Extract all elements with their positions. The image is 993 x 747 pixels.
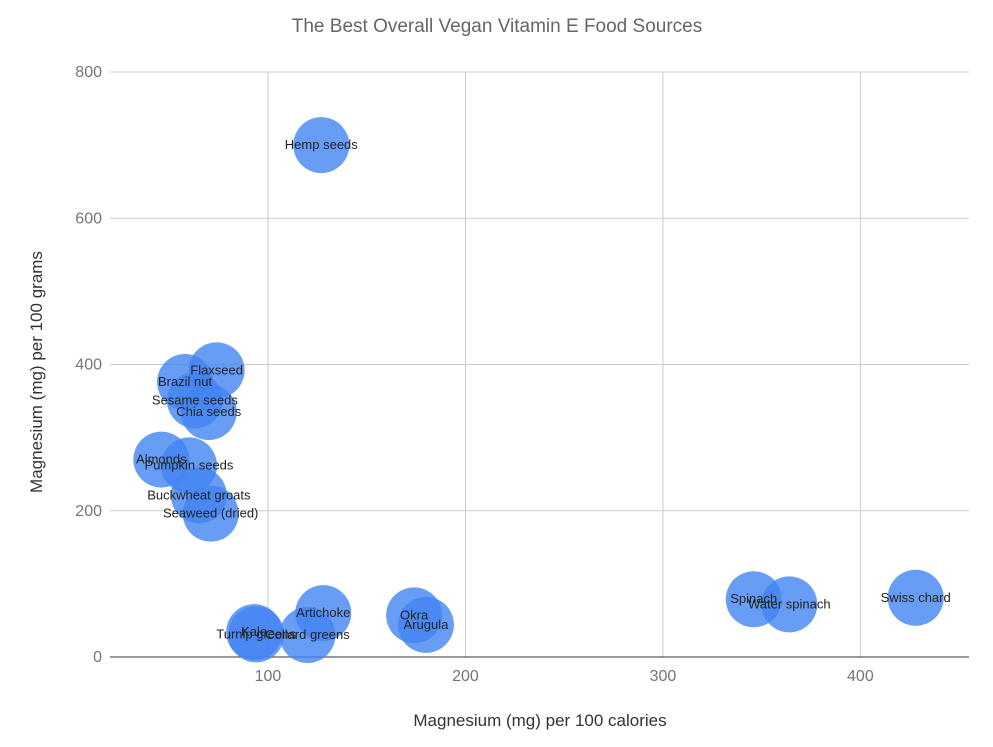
bubble-label: Kale: [241, 624, 267, 639]
bubble-point[interactable]: [279, 607, 336, 664]
bubble-point[interactable]: [761, 576, 818, 633]
bubble-label: Seaweed (dried): [163, 506, 258, 521]
bubble-label: Swiss chard: [881, 590, 951, 605]
x-tick-label: 100: [255, 668, 282, 685]
y-tick-label: 800: [75, 64, 102, 81]
y-tick-label: 200: [75, 503, 102, 520]
bubble-label: Turnip greens: [216, 626, 296, 641]
bubble-label: Flaxseed: [190, 362, 243, 377]
bubble-label: Brazil nut: [158, 374, 213, 389]
y-axis-ticks: 0 200 400 600 800: [75, 64, 102, 666]
bubble-point[interactable]: [182, 485, 239, 542]
x-tick-label: 200: [452, 668, 479, 685]
bubble-label: Almonds: [136, 452, 187, 467]
bubble-label: Sesame seeds: [152, 392, 238, 407]
bubble-label: Artichoke: [296, 605, 350, 620]
bubble-label: Hemp seeds: [285, 137, 358, 152]
bubble-label: Pumpkin seeds: [145, 457, 234, 472]
x-axis-ticks: 100 200 300 400: [255, 668, 874, 685]
bubble-label: Arugula: [404, 617, 450, 632]
x-tick-label: 400: [847, 668, 874, 685]
chart-title: The Best Overall Vegan Vitamin E Food So…: [292, 16, 702, 37]
bubble-label: Spinach: [730, 591, 777, 606]
y-tick-label: 600: [75, 210, 102, 227]
bubble-label: Okra: [400, 607, 429, 622]
y-tick-label: 0: [93, 649, 102, 666]
x-tick-label: 300: [650, 668, 677, 685]
bubble-point[interactable]: [228, 606, 285, 663]
x-axis-label: Magnesium (mg) per 100 calories: [413, 711, 666, 730]
bubble-label: Collard greens: [265, 627, 350, 642]
y-axis-label: Magnesium (mg) per 100 grams: [27, 251, 46, 493]
bubble-point[interactable]: [887, 569, 944, 626]
gridlines: [110, 71, 969, 657]
bubble-point[interactable]: [180, 384, 237, 441]
bubble-label: Chia seeds: [176, 404, 242, 419]
bubble-point[interactable]: [397, 596, 454, 653]
bubbles: [133, 117, 944, 664]
bubble-label: Buckwheat groats: [147, 487, 251, 502]
bubble-point[interactable]: [293, 117, 350, 174]
bubble-label: Water spinach: [748, 596, 831, 611]
y-tick-label: 400: [75, 357, 102, 374]
